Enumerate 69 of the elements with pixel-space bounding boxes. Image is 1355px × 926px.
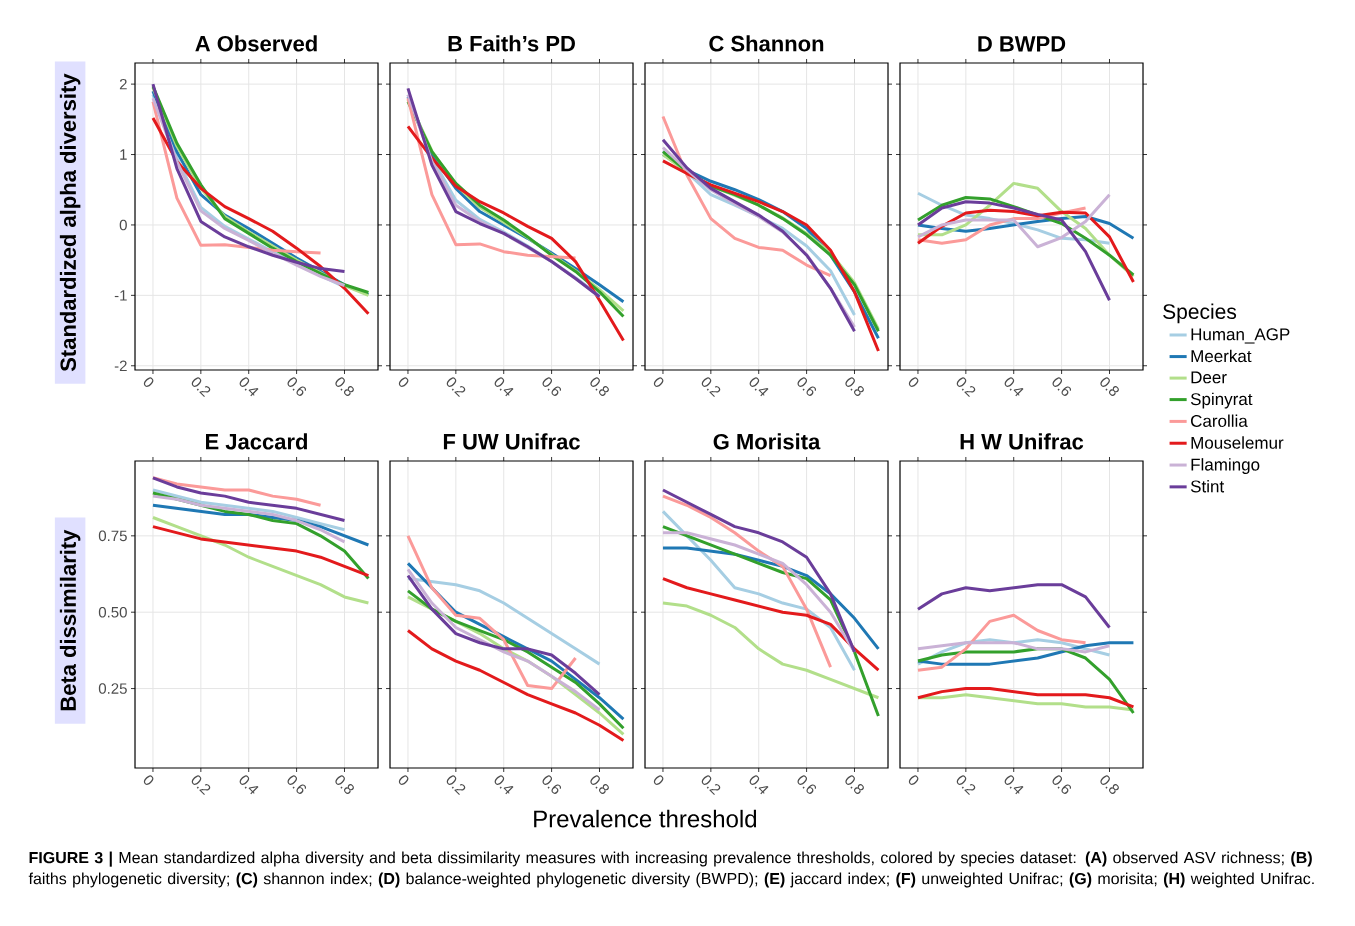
y-axis-title: Beta dissimilarity [59, 529, 81, 711]
y-tick-label: 2 [119, 78, 127, 90]
chart-title: A Observed [195, 35, 317, 52]
x-tick-label: 0.8 [590, 377, 609, 397]
y-tick-label: 0.50 [98, 606, 127, 618]
x-tick-label: 0 [908, 775, 919, 785]
x-tick-label: 0.8 [845, 377, 864, 397]
x-tick-label: 0.4 [1004, 775, 1024, 795]
x-tick-label: 0.4 [239, 377, 259, 397]
x-tick-label: 0 [908, 377, 919, 387]
chart-title: F UW Unifrac [443, 433, 580, 450]
x-tick-label: 0 [653, 775, 664, 785]
x-tick-label: 0.2 [191, 377, 211, 398]
x-tick-label: 0.8 [335, 377, 354, 397]
x-tick-label: 0.2 [956, 775, 976, 796]
x-tick-label: 0.2 [701, 775, 721, 796]
y-axis-title: Standardized alpha diversity [59, 73, 81, 372]
legend-label: Deer [1191, 371, 1227, 384]
chart-title: D BWPD [978, 36, 1066, 52]
y-tick-label: 1 [120, 149, 127, 160]
y-tick-label: 0.25 [98, 683, 127, 694]
legend-title: Species [1163, 303, 1237, 324]
x-tick-label: 0.8 [335, 775, 354, 795]
chart-title: G Morisita [713, 433, 821, 450]
x-tick-label: 0.6 [287, 377, 307, 396]
legend-label: Human_AGP [1191, 328, 1290, 344]
x-tick-label: 0.8 [1100, 775, 1119, 795]
x-tick-label: 0.4 [749, 775, 769, 795]
x-tick-label: 0 [398, 377, 409, 387]
chart-title: B Faith’s PD [448, 35, 575, 52]
x-tick-label: 0 [653, 377, 664, 387]
x-tick-label: 0.2 [191, 775, 211, 796]
x-tick-label: 0.8 [590, 775, 609, 795]
legend-label: Spinyrat [1190, 392, 1253, 409]
x-tick-label: 0.2 [446, 775, 466, 796]
x-tick-label: 0.4 [494, 377, 514, 397]
x-tick-label: 0.2 [446, 377, 466, 398]
x-axis-title: Prevalence threshold [534, 809, 757, 828]
x-tick-label: 0 [143, 377, 154, 387]
x-tick-label: 0.6 [542, 377, 562, 396]
x-tick-label: 0.4 [494, 775, 514, 795]
x-tick-label: 0.6 [797, 775, 817, 794]
legend-label: Carollia [1191, 414, 1248, 427]
chart-title: C Shannon [709, 35, 824, 52]
chart-title: E Jaccard [206, 433, 308, 450]
x-tick-label: 0.6 [287, 775, 307, 794]
y-tick-label: -2 [114, 360, 127, 372]
legend-label: Mouselemur [1191, 436, 1284, 449]
x-tick-label: 0.6 [1052, 377, 1072, 396]
y-tick-label: 0 [119, 219, 127, 231]
legend-label: Flamingo [1191, 458, 1260, 474]
legend-label: Meerkat [1191, 349, 1252, 363]
x-tick-label: 0.2 [956, 377, 976, 398]
y-tick-label: -1 [114, 290, 127, 301]
x-tick-label: 0 [143, 775, 154, 785]
x-tick-label: 0.8 [1100, 377, 1119, 397]
legend-label: Stint [1190, 479, 1225, 493]
x-tick-label: 0.4 [239, 775, 259, 795]
x-tick-label: 0 [398, 775, 409, 785]
text: FIGURE 3 | Mean standardized alpha diversity and beta dissimilarity measures with increasing prevalence thresholds, colored by species dataset: (A) observed ASV richness; (B) faiths phylogenetic diversity; (C) shannon index; (D) balance-weighted phylogenetic diversity (BWPD); (E) jaccard index; (F) unweighted Unifrac; (G) morisita; (H) weighted Unifrac. [28, 851, 1314, 888]
y-tick-label: 0.75 [98, 530, 127, 542]
x-tick-label: 0.2 [701, 377, 721, 398]
x-tick-label: 0.6 [1052, 775, 1072, 794]
chart-title: H W Unifrac [960, 433, 1084, 450]
x-tick-label: 0.4 [749, 377, 769, 397]
x-tick-label: 0.6 [797, 377, 817, 396]
x-tick-label: 0.4 [1004, 377, 1024, 397]
x-tick-label: 0.6 [542, 775, 562, 794]
x-tick-label: 0.8 [845, 775, 864, 795]
